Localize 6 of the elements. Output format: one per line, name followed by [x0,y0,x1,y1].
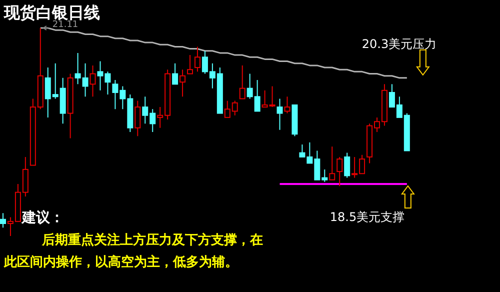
series-label: 20.3美元压力 [362,36,437,51]
annotation: 建议： [21,209,64,226]
annotation: 21.11 [52,20,78,30]
annotation: 后期重点关注上方压力及下方支撑，在此区间内操作，以高空为主，低多为辅。 [3,232,263,270]
text: 18.5美元支撑 [330,210,405,224]
chart-title: 现货白银日线 [3,3,100,22]
